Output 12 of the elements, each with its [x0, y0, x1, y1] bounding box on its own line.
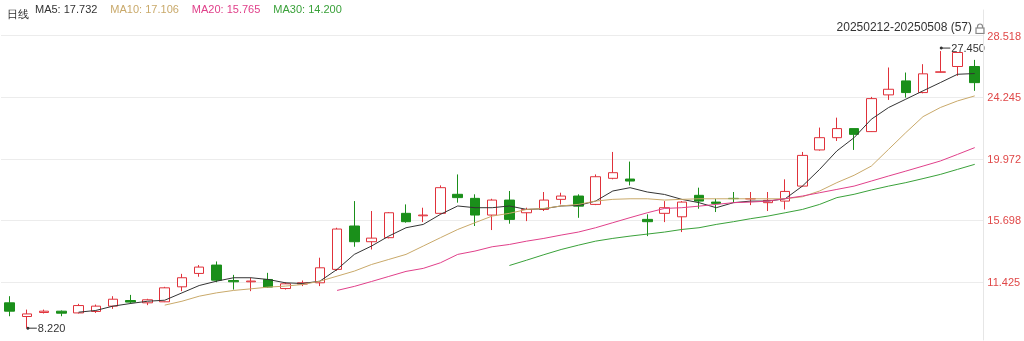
y-tick-label: 11.425	[987, 276, 1021, 288]
annotation: 20250212-20250508 (57)	[836, 20, 972, 34]
y-tick-label: 19.972	[987, 152, 1022, 165]
text: MA10: 17.106	[110, 3, 179, 15]
text: MA30: 14.200	[273, 3, 342, 15]
y-tick-label: 28.518	[987, 29, 1022, 42]
text: MA20: 15.765	[191, 3, 261, 15]
text: MA5: 17.732	[35, 3, 98, 15]
chart-title: 日线	[7, 7, 29, 20]
y-tick-label: 15.698	[987, 214, 1022, 227]
y-tick-label: 24.245	[987, 91, 1022, 104]
annotation: 8.220	[37, 322, 66, 335]
